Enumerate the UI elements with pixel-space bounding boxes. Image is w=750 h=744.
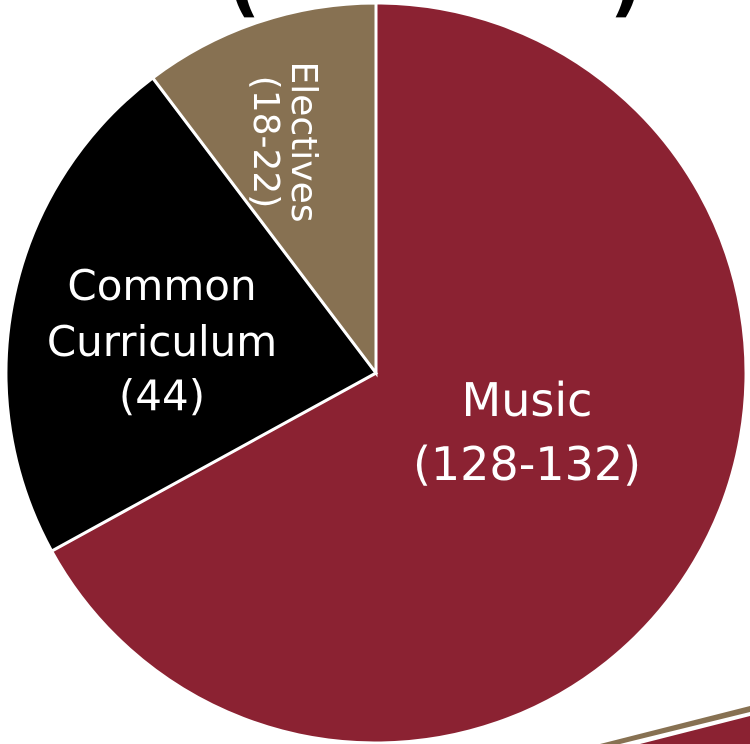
common-label: Common xyxy=(67,261,256,310)
pie-slice-common-curriculum xyxy=(4,75,379,554)
slice-label-music: Music (128-132) xyxy=(413,373,641,491)
pie-slice-electives xyxy=(150,1,378,378)
common-curriculum-range-label: (44) xyxy=(119,371,205,420)
electives-name-label: Electives xyxy=(283,61,324,222)
electives-range-label: (18-22) xyxy=(245,76,286,209)
curriculum-label: Curriculum xyxy=(47,317,277,366)
pie-slices xyxy=(4,1,748,744)
slice-label-electives: Electives (18-22) xyxy=(245,61,324,222)
title-open-paren: ( xyxy=(228,0,260,25)
pie-slice-music xyxy=(49,1,748,744)
music-range-label: (128-132) xyxy=(413,437,641,491)
decorative-swoosh xyxy=(600,706,750,744)
title-close-paren: ) xyxy=(610,0,642,25)
slice-label-common-curriculum: Common Curriculum (44) xyxy=(47,261,277,420)
music-name-label: Music xyxy=(462,373,593,427)
